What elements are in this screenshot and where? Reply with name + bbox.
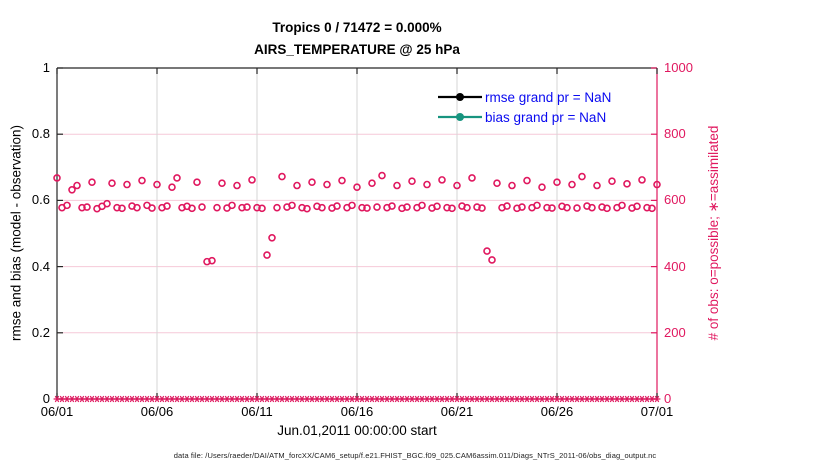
right-y-tick: 0: [664, 391, 672, 406]
left-y-tick: 0.4: [31, 259, 50, 274]
series-possible-circles: [53, 171, 661, 266]
left-y-tick: 1: [42, 60, 50, 75]
left-y-tick: 0.8: [31, 126, 50, 141]
x-tick: 06/21: [440, 404, 474, 419]
right-y-tick: 200: [664, 325, 686, 340]
x-tick: 06/11: [241, 404, 273, 419]
plot-title: Tropics 0 / 71472 = 0.000%: [272, 20, 442, 35]
left-y-axis-label: rmse and bias (model - observation): [8, 124, 24, 342]
right-y-tick: 800: [664, 126, 686, 141]
x-tick: 06/16: [340, 404, 374, 419]
data-file-path: data file: /Users/raeder/DAI/ATM_forcXX/…: [173, 451, 657, 460]
x-tick: 06/01: [40, 404, 74, 419]
left-y-tick: 0: [42, 391, 50, 406]
x-tick: 07/01: [640, 404, 674, 419]
series-assimilated-asterisks: [53, 395, 661, 403]
left-y-tick: 0.2: [31, 325, 50, 340]
legend-label-bias: bias grand pr = NaN: [485, 109, 607, 125]
x-tick: 06/06: [140, 404, 174, 419]
legend-label-rmse: rmse grand pr = NaN: [485, 89, 612, 105]
bias-line-marker-icon: [438, 113, 482, 121]
x-axis-label: Jun.01,2011 00:00:00 start: [277, 423, 437, 438]
right-y-axis-label: # of obs: o=possible; ∗=assimilated: [706, 125, 721, 341]
x-tick: 06/26: [540, 404, 574, 419]
legend-entry-bias: bias grand pr = NaN: [437, 107, 611, 127]
right-y-tick: 1000: [664, 60, 693, 75]
legend-entry-rmse: rmse grand pr = NaN: [437, 87, 611, 107]
left-y-tick: 0.6: [31, 192, 50, 207]
rmse-line-marker-icon: [438, 93, 482, 101]
right-y-tick: 600: [664, 192, 686, 207]
legend: rmse grand pr = NaN bias grand pr = NaN: [437, 87, 611, 127]
vertical-gridlines: [156, 68, 558, 399]
right-y-tick: 400: [664, 259, 686, 274]
plot-subtitle: AIRS_TEMPERATURE @ 25 hPa: [254, 42, 460, 57]
